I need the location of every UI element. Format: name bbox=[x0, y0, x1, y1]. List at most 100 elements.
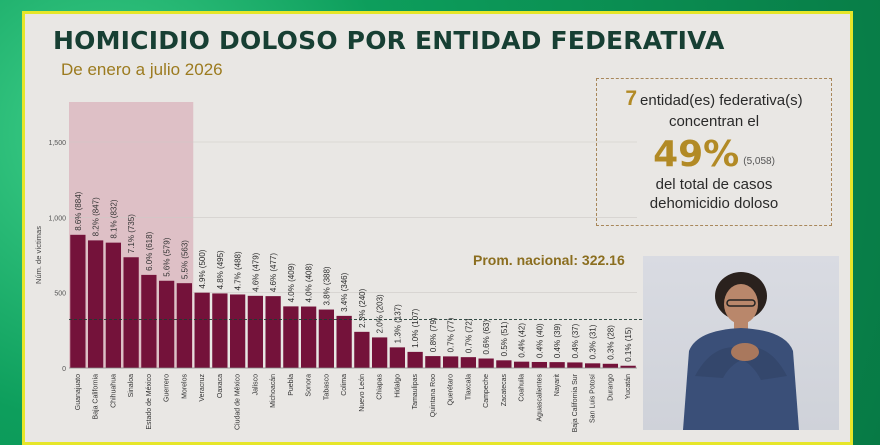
category-label: Michoacán bbox=[270, 374, 277, 408]
bar bbox=[283, 306, 299, 368]
data-label: 0.3% (31) bbox=[589, 324, 598, 359]
category-label: Nayarit bbox=[554, 374, 561, 396]
interpreter-body bbox=[683, 328, 799, 430]
category-label: Coahuila bbox=[519, 374, 526, 402]
callout-percent: 49% bbox=[653, 134, 740, 175]
slide-title: HOMICIDIO DOLOSO POR ENTIDAD FEDERATIVA bbox=[53, 26, 725, 55]
data-label: 4.7% (488) bbox=[234, 251, 243, 290]
callout-line4: del total de casos bbox=[655, 176, 773, 193]
interpreter-glasses bbox=[726, 299, 756, 307]
data-label: 2.0% (203) bbox=[376, 294, 385, 333]
category-label: Veracruz bbox=[199, 374, 206, 402]
data-label: 5.5% (563) bbox=[180, 240, 189, 279]
category-label: Sinaloa bbox=[128, 374, 135, 397]
category-label: Nuevo León bbox=[359, 374, 366, 412]
y-tick-label: 1,500 bbox=[48, 140, 66, 147]
data-label: 0.3% (28) bbox=[606, 325, 615, 360]
y-tick-label: 1,000 bbox=[48, 215, 66, 222]
category-label: Guerrero bbox=[164, 374, 171, 402]
bar bbox=[549, 362, 565, 368]
bar bbox=[371, 337, 388, 368]
category-label: Zacatecas bbox=[501, 374, 508, 407]
data-label: 8.2% (847) bbox=[92, 197, 101, 236]
category-label: Tlaxcala bbox=[465, 374, 472, 400]
bar bbox=[212, 293, 228, 368]
bar bbox=[247, 295, 264, 368]
callout-line5: dehomicidio doloso bbox=[649, 195, 779, 212]
category-label: Campeche bbox=[483, 374, 490, 408]
data-label: 3.8% (388) bbox=[322, 266, 331, 305]
bar bbox=[531, 361, 548, 368]
bar bbox=[141, 274, 157, 368]
callout-count: 7 bbox=[625, 87, 638, 110]
interpreter-figure bbox=[683, 272, 799, 430]
data-label: 0.7% (72) bbox=[464, 318, 473, 353]
category-label: Durango bbox=[607, 374, 614, 401]
sign-language-interpreter-video bbox=[643, 256, 839, 430]
data-label: 0.6% (63) bbox=[482, 319, 491, 354]
bar bbox=[460, 357, 477, 368]
category-label: Aguascalientes bbox=[536, 374, 543, 422]
data-label: 0.7% (77) bbox=[447, 317, 456, 352]
category-label: Estado de México bbox=[146, 374, 153, 430]
bar bbox=[194, 292, 210, 368]
category-label: San Luis Potosí bbox=[590, 374, 597, 423]
category-label: Baja California bbox=[93, 374, 100, 420]
category-label: Oaxaca bbox=[217, 374, 224, 398]
data-label: 5.6% (579) bbox=[163, 237, 172, 276]
category-label: Quintana Roo bbox=[430, 374, 437, 417]
data-label: 4.9% (500) bbox=[198, 249, 207, 288]
category-label: Puebla bbox=[288, 374, 295, 396]
data-label: 3.4% (346) bbox=[340, 272, 349, 311]
bar bbox=[389, 347, 406, 368]
bar bbox=[105, 242, 122, 368]
bar bbox=[229, 294, 246, 368]
bar bbox=[300, 306, 317, 368]
slide-subtitle: De enero a julio 2026 bbox=[61, 60, 223, 79]
bar bbox=[354, 331, 370, 368]
category-label: Chiapas bbox=[377, 374, 384, 400]
data-label: 4.6% (477) bbox=[269, 253, 278, 292]
bar bbox=[478, 358, 494, 368]
summary-callout: 7 entidad(es) federativa(s) concentran el… bbox=[596, 78, 832, 226]
data-label: 8.1% (832) bbox=[109, 199, 118, 238]
bar bbox=[442, 356, 459, 368]
bar bbox=[87, 240, 104, 368]
data-label: 8.6% (884) bbox=[74, 191, 83, 230]
bar bbox=[407, 351, 423, 368]
data-label: 1.0% (107) bbox=[411, 308, 420, 347]
bar bbox=[176, 283, 193, 368]
bar bbox=[425, 356, 441, 368]
bar bbox=[602, 363, 619, 368]
bar bbox=[620, 365, 636, 368]
category-label: Morelos bbox=[181, 374, 188, 399]
data-label: 0.1% (15) bbox=[624, 327, 633, 362]
category-label: Yucatán bbox=[625, 374, 632, 399]
callout-line2: concentran el bbox=[668, 113, 760, 130]
category-label: Ciudad de México bbox=[235, 374, 242, 430]
data-label: 6.0% (618) bbox=[145, 231, 154, 270]
category-label: Colima bbox=[341, 374, 348, 396]
category-label: Chihuahua bbox=[110, 374, 117, 408]
bar bbox=[496, 360, 512, 368]
bar bbox=[567, 362, 583, 368]
data-label: 0.4% (40) bbox=[535, 323, 544, 358]
bar bbox=[336, 315, 352, 368]
category-label: Jalisco bbox=[252, 374, 259, 396]
callout-cases: (5,058) bbox=[743, 156, 775, 168]
data-label: 4.8% (495) bbox=[216, 250, 225, 289]
category-label: Baja California Sur bbox=[572, 373, 579, 432]
data-label: 4.0% (409) bbox=[287, 263, 296, 302]
category-label: Tamaulipas bbox=[412, 374, 419, 410]
data-label: 4.0% (408) bbox=[305, 263, 314, 302]
bar bbox=[513, 361, 530, 368]
bar bbox=[70, 234, 86, 368]
y-axis-label: Núm. de víctimas bbox=[34, 226, 43, 284]
presentation-slide: HOMICIDIO DOLOSO POR ENTIDAD FEDERATIVA … bbox=[22, 11, 853, 445]
data-label: 0.4% (37) bbox=[571, 323, 580, 358]
data-label: 4.6% (479) bbox=[251, 252, 260, 291]
y-tick-label: 0 bbox=[62, 366, 66, 373]
data-label: 0.4% (39) bbox=[553, 323, 562, 358]
y-tick-label: 500 bbox=[54, 291, 66, 298]
